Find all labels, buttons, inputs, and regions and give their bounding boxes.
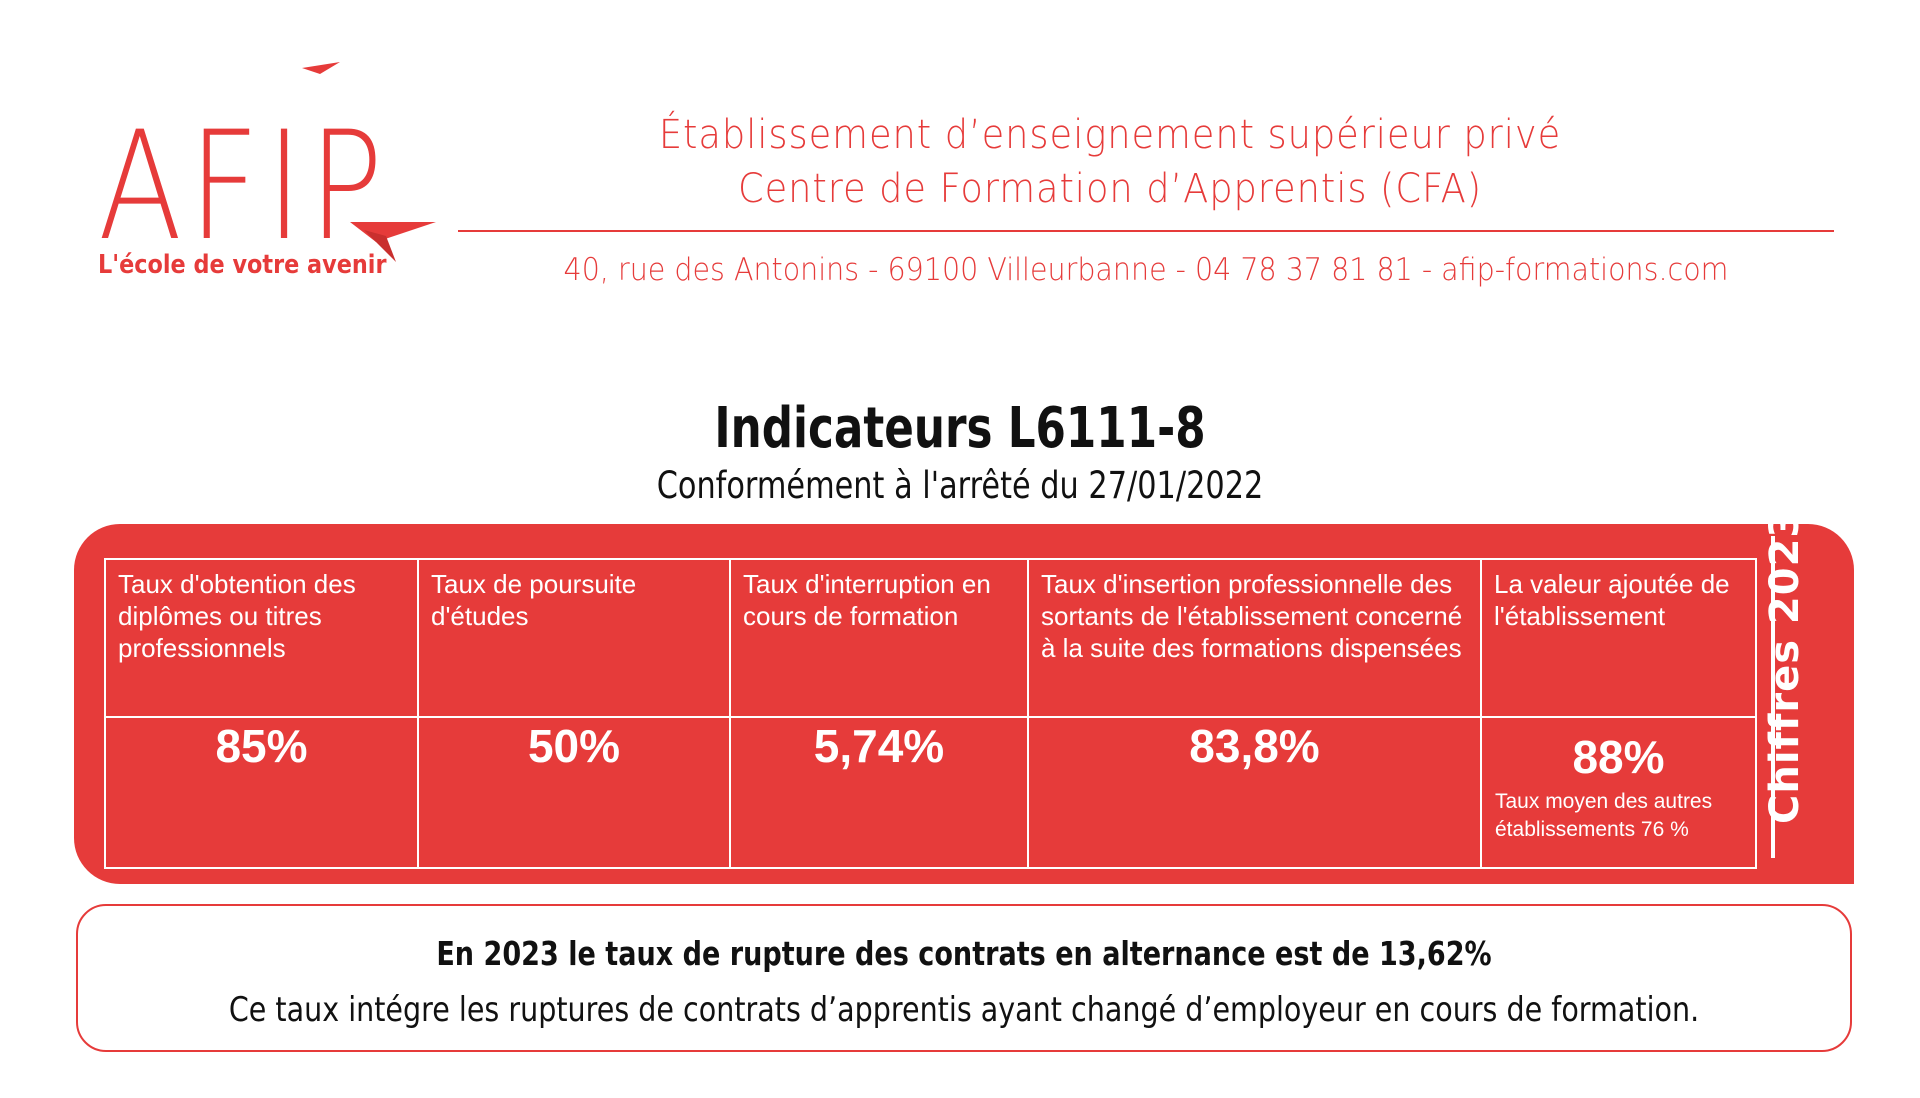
indicators-value-row: 85% 50% 5,74% 83,8% 88% Taux moyen des a… (104, 716, 1757, 869)
rupture-note-box: En 2023 le taux de rupture des contrats … (76, 904, 1852, 1052)
indicator-value-poursuite: 50% (417, 716, 731, 869)
logo-tagline: L'école de votre avenir (98, 250, 387, 280)
header-divider (458, 230, 1834, 232)
header-line-2: Centre de Formation d’Apprentis (CFA) (737, 166, 1483, 212)
indicator-label-insertion: Taux d'insertion professionnelle des sor… (1027, 558, 1482, 718)
indicator-value-obtention: 85% (104, 716, 419, 869)
page-title: Indicateurs L6111-8 (714, 396, 1206, 461)
header-line-1: Établissement d’enseignement supérieur p… (658, 112, 1562, 158)
afip-logo: AFIP L'école de votre avenir (96, 52, 446, 292)
side-divider (1771, 536, 1775, 858)
indicator-value-interruption: 5,74% (729, 716, 1029, 869)
page-subtitle: Conformément à l'arrêté du 27/01/2022 (656, 464, 1264, 507)
indicators-header-row: Taux d'obtention des diplômes ou titres … (104, 558, 1757, 718)
indicators-panel: Taux d'obtention des diplômes ou titres … (74, 508, 1854, 884)
side-label-year: Chiffres 2023 (1762, 508, 1808, 824)
indicator-cell-valeur-ajoutee: 88% Taux moyen des autres établissements… (1480, 716, 1757, 869)
indicator-label-interruption: Taux d'interruption en cours de formatio… (729, 558, 1029, 718)
header-address: 40, rue des Antonins - 69100 Villeurbann… (563, 252, 1729, 288)
logo-wordmark: AFIP (98, 100, 390, 274)
paper-plane-icon (302, 62, 436, 262)
indicators-table: Taux d'obtention des diplômes ou titres … (104, 558, 1757, 869)
indicator-label-valeur-ajoutee: La valeur ajoutée de l'établissement (1480, 558, 1757, 718)
indicator-value-insertion: 83,8% (1027, 716, 1482, 869)
indicator-value-valeur-ajoutee: 88% (1572, 731, 1665, 783)
indicator-label-obtention: Taux d'obtention des diplômes ou titres … (104, 558, 419, 718)
indicator-label-poursuite: Taux de poursuite d'études (417, 558, 731, 718)
rupture-note-headline: En 2023 le taux de rupture des contrats … (436, 934, 1492, 973)
indicator-note-valeur-ajoutee: Taux moyen des autres établissements 76 … (1495, 790, 1713, 841)
rupture-note-detail: Ce taux intégre les ruptures de contrats… (228, 990, 1700, 1030)
